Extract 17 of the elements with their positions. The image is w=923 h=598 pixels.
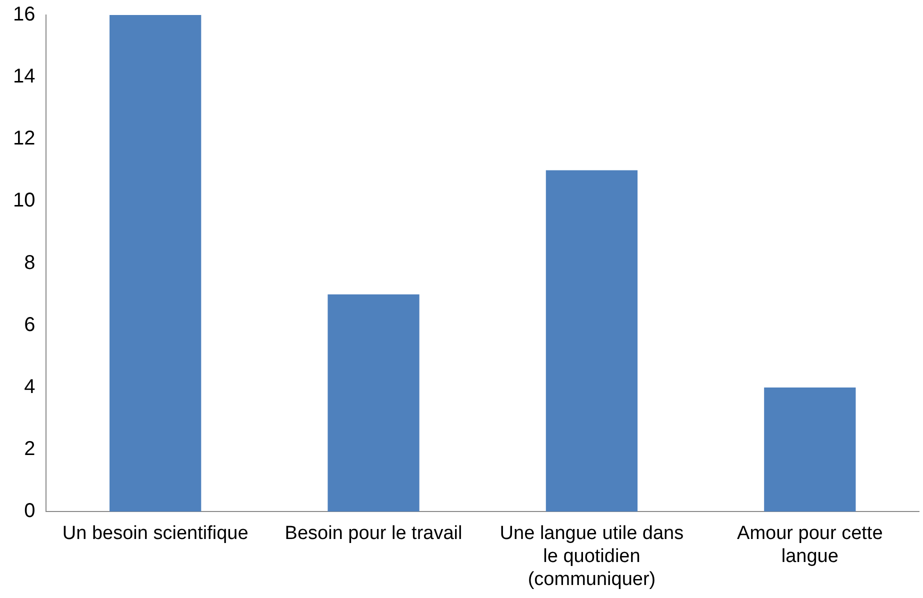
y-tick-label: 0 [24,500,36,522]
y-tick-label: 10 [12,190,36,212]
bar [546,170,638,512]
y-tick-label: 12 [12,128,36,150]
y-tick-label: 4 [24,376,36,398]
x-tick-label: Amour pour cette langue [737,523,883,568]
x-tick-label: Une langue utile dans le quotidien (communiquer) [500,523,684,590]
y-tick-label: 16 [12,4,36,26]
bar [110,15,202,512]
x-tick-label: Besoin pour le travail [284,523,462,544]
y-tick-label: 8 [24,252,36,274]
bar [328,294,420,512]
x-tick-label: Un besoin scientifique [62,523,248,544]
bar [764,387,856,512]
y-tick-label: 14 [12,66,36,88]
y-tick-label: 6 [24,314,36,336]
y-tick-label: 2 [24,438,36,460]
